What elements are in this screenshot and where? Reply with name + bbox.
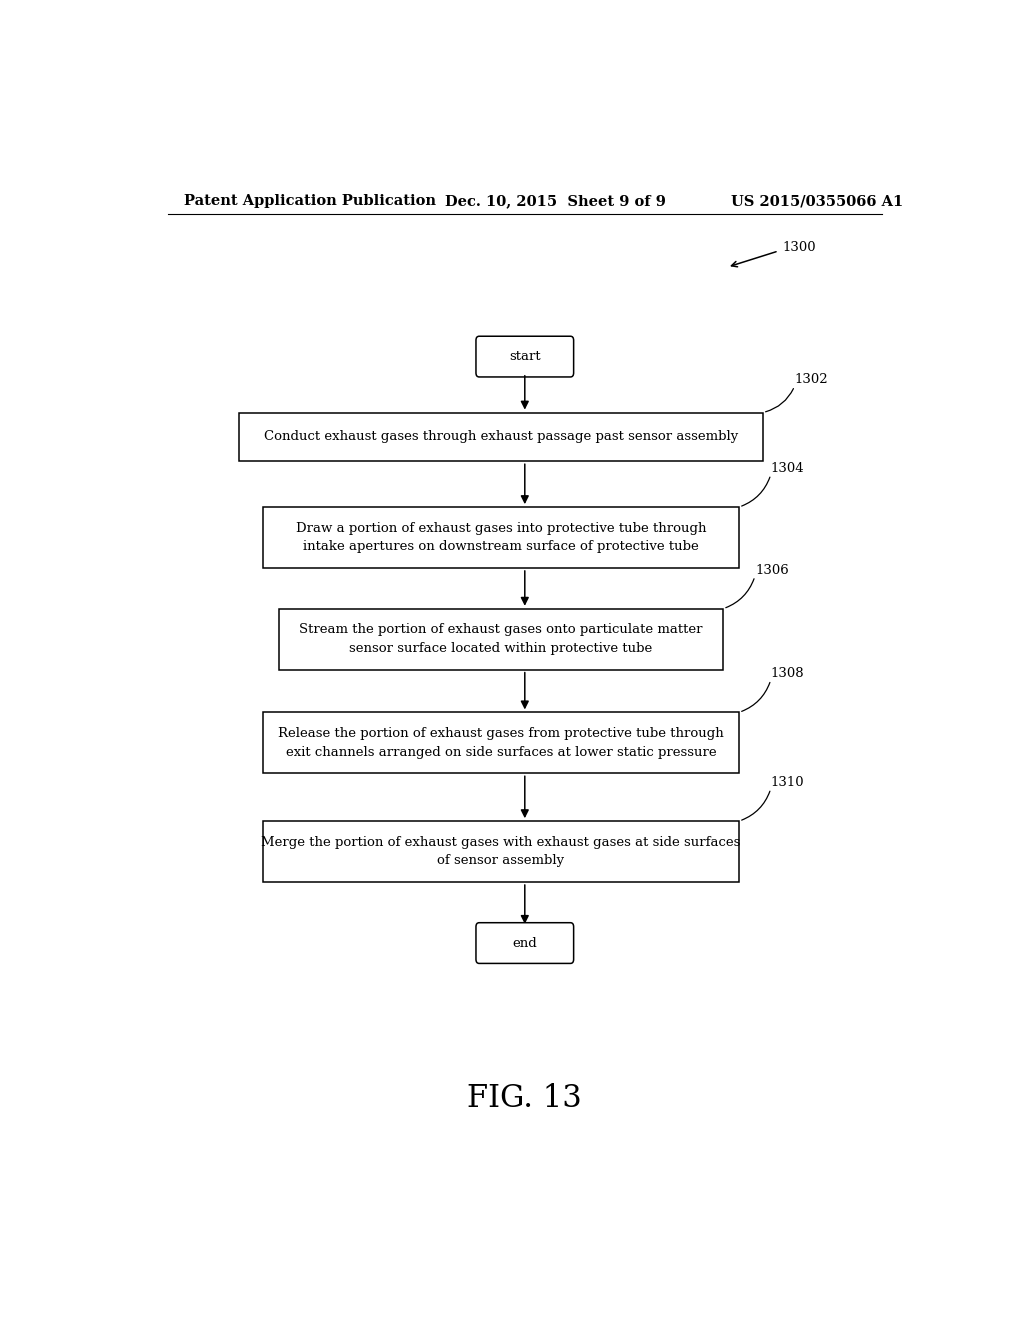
- Text: 1310: 1310: [771, 776, 805, 789]
- Bar: [279, 609, 723, 669]
- Text: 1306: 1306: [755, 564, 788, 577]
- Text: Release the portion of exhaust gases from protective tube through
exit channels : Release the portion of exhaust gases fro…: [279, 727, 724, 759]
- Text: 1300: 1300: [782, 242, 816, 255]
- Bar: [263, 821, 739, 882]
- Text: end: end: [512, 937, 538, 949]
- Text: 1302: 1302: [795, 374, 828, 387]
- Text: Patent Application Publication: Patent Application Publication: [183, 194, 435, 209]
- Text: Conduct exhaust gases through exhaust passage past sensor assembly: Conduct exhaust gases through exhaust pa…: [264, 430, 738, 444]
- Text: FIG. 13: FIG. 13: [467, 1084, 583, 1114]
- Text: 1304: 1304: [771, 462, 805, 475]
- Text: start: start: [509, 350, 541, 363]
- FancyBboxPatch shape: [476, 337, 573, 378]
- Bar: [239, 413, 763, 461]
- Bar: [263, 713, 739, 774]
- Text: Stream the portion of exhaust gases onto particulate matter
sensor surface locat: Stream the portion of exhaust gases onto…: [299, 623, 702, 655]
- Text: Draw a portion of exhaust gases into protective tube through
intake apertures on: Draw a portion of exhaust gases into pro…: [296, 521, 707, 553]
- FancyBboxPatch shape: [476, 923, 573, 964]
- Bar: [263, 507, 739, 568]
- Text: 1308: 1308: [771, 667, 805, 680]
- Text: US 2015/0355066 A1: US 2015/0355066 A1: [731, 194, 903, 209]
- Text: Merge the portion of exhaust gases with exhaust gases at side surfaces
of sensor: Merge the portion of exhaust gases with …: [261, 836, 740, 867]
- Text: Dec. 10, 2015  Sheet 9 of 9: Dec. 10, 2015 Sheet 9 of 9: [445, 194, 667, 209]
